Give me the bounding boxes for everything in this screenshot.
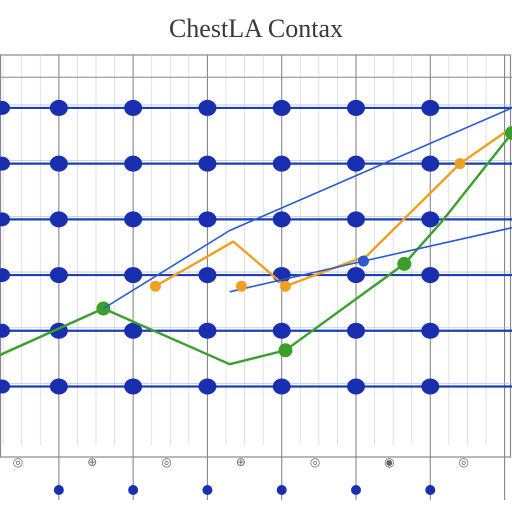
bottom-dot bbox=[425, 485, 436, 495]
row-dot bbox=[49, 99, 68, 116]
row-dot bbox=[0, 379, 10, 394]
row-dot bbox=[347, 99, 365, 116]
row-dot bbox=[198, 211, 217, 228]
row-dot bbox=[421, 99, 440, 116]
row-dot bbox=[124, 211, 143, 228]
row-dot bbox=[49, 155, 68, 172]
row-dot bbox=[49, 211, 68, 228]
series-line-blue_line bbox=[229, 226, 512, 293]
bottom-dot bbox=[53, 485, 64, 495]
row-dot bbox=[0, 268, 10, 283]
row-dot bbox=[124, 155, 143, 172]
row-dot bbox=[198, 267, 217, 284]
row-dot bbox=[198, 155, 217, 172]
row-dot bbox=[421, 155, 440, 172]
bottom-dot bbox=[202, 485, 213, 495]
series-marker-green bbox=[278, 343, 293, 358]
row-dot bbox=[272, 378, 291, 395]
row-dot bbox=[347, 378, 365, 395]
row-dot bbox=[421, 267, 440, 284]
row-dot bbox=[124, 378, 143, 395]
bottom-dot bbox=[276, 485, 287, 495]
bottom-dot bbox=[128, 485, 139, 495]
row-dot bbox=[272, 155, 291, 172]
row-dot bbox=[272, 99, 291, 116]
x-tick-label: ◉ bbox=[384, 455, 394, 469]
series-marker-orange bbox=[279, 280, 291, 292]
row-dot bbox=[198, 99, 217, 116]
row-dot bbox=[124, 322, 143, 339]
row-dot bbox=[347, 155, 365, 172]
row-dot bbox=[347, 322, 365, 339]
row-dot bbox=[347, 211, 365, 228]
row-dot bbox=[49, 267, 68, 284]
row-dot bbox=[0, 323, 10, 338]
x-tick-label: ◎ bbox=[458, 455, 468, 469]
row-dot bbox=[124, 267, 143, 284]
x-tick-label: ◎ bbox=[161, 455, 171, 469]
series-line-blue_line bbox=[102, 107, 512, 310]
series-marker-orange bbox=[454, 158, 466, 170]
series-line-orange bbox=[154, 126, 512, 288]
row-dot bbox=[421, 211, 440, 228]
row-dot bbox=[0, 156, 10, 171]
row-dot bbox=[272, 211, 291, 228]
series-marker-green bbox=[397, 256, 412, 271]
scatter-point bbox=[235, 280, 247, 292]
series-marker-orange bbox=[149, 280, 161, 292]
row-dot bbox=[421, 378, 440, 395]
row-dot bbox=[421, 322, 440, 339]
plot-frame bbox=[0, 54, 512, 458]
row-dot bbox=[124, 99, 143, 116]
x-tick-label: ⊕ bbox=[236, 455, 246, 469]
series-marker-blue_line bbox=[357, 255, 369, 267]
row-dot bbox=[272, 322, 291, 339]
x-tick-label: ⊕ bbox=[87, 455, 97, 469]
row-dot bbox=[347, 267, 365, 284]
row-dot bbox=[198, 322, 217, 339]
chart-title: ChestLA Contax bbox=[168, 14, 344, 43]
bottom-dot bbox=[351, 485, 361, 495]
row-dot bbox=[49, 378, 68, 395]
row-dot bbox=[198, 378, 217, 395]
row-dot bbox=[0, 212, 10, 227]
series-marker-green bbox=[505, 126, 512, 140]
x-tick-label: ◎ bbox=[310, 455, 320, 469]
x-tick-label: ◎ bbox=[13, 455, 23, 469]
row-dot bbox=[0, 100, 10, 115]
